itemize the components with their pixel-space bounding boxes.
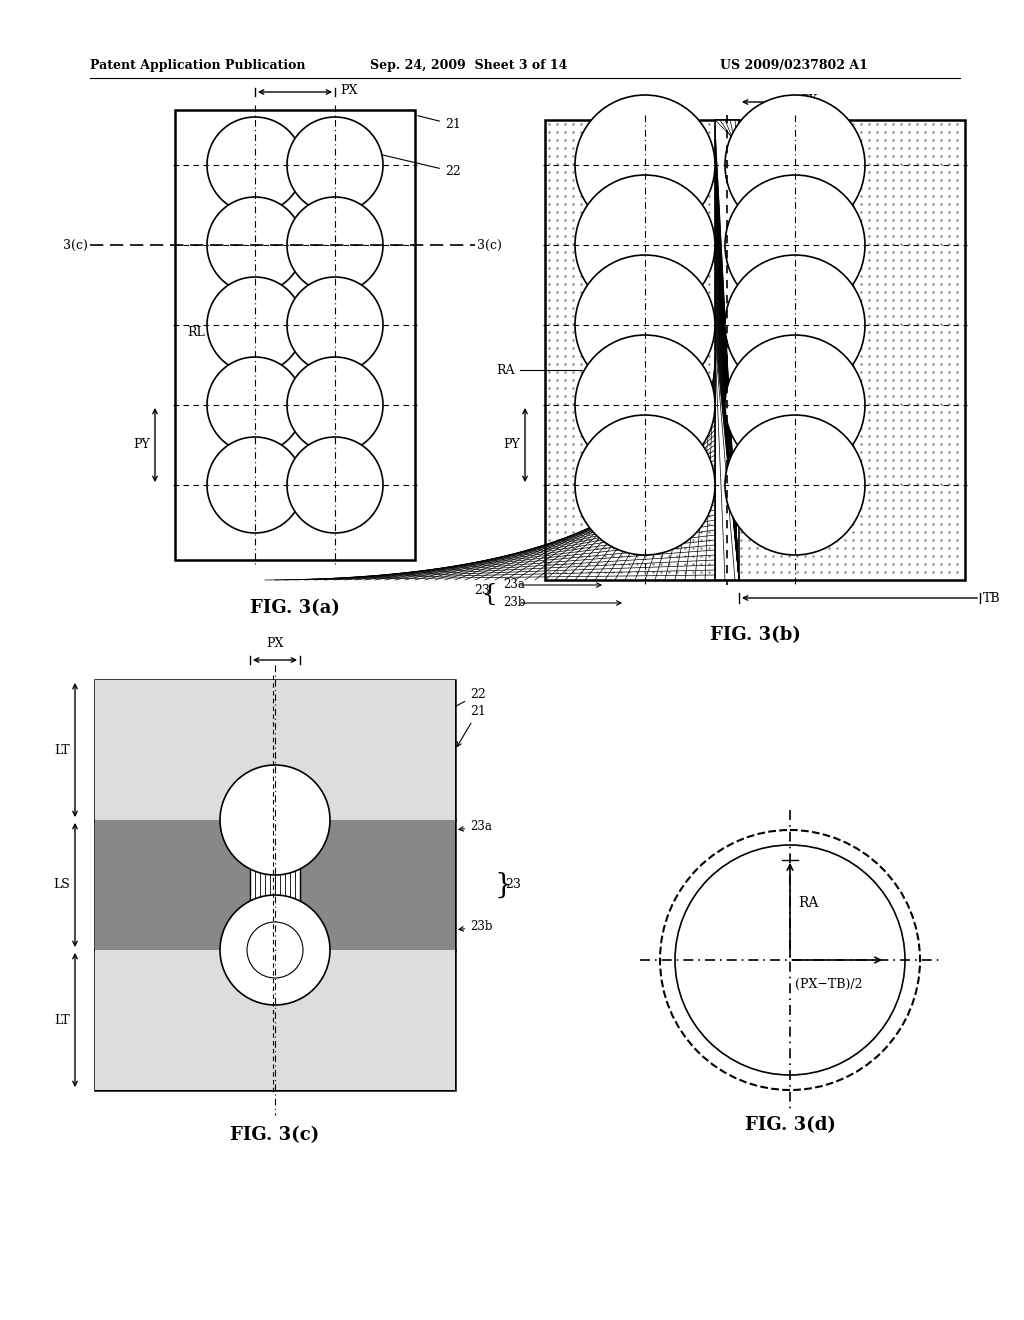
Text: US 2009/0237802 A1: US 2009/0237802 A1 bbox=[720, 58, 868, 71]
Text: Sep. 24, 2009  Sheet 3 of 14: Sep. 24, 2009 Sheet 3 of 14 bbox=[370, 58, 567, 71]
Text: FIG. 3(b): FIG. 3(b) bbox=[710, 626, 801, 644]
Text: 3(c): 3(c) bbox=[63, 239, 88, 252]
Text: 23: 23 bbox=[474, 583, 490, 597]
Circle shape bbox=[575, 176, 715, 315]
Bar bbox=[275, 680, 455, 820]
Circle shape bbox=[207, 117, 303, 213]
Text: {: { bbox=[482, 582, 498, 606]
Circle shape bbox=[207, 437, 303, 533]
Circle shape bbox=[575, 335, 715, 475]
Text: RL: RL bbox=[187, 326, 205, 339]
Text: RA: RA bbox=[497, 363, 515, 376]
Circle shape bbox=[725, 95, 865, 235]
Text: PY: PY bbox=[133, 438, 150, 451]
Text: LT: LT bbox=[54, 743, 70, 756]
Text: 23: 23 bbox=[505, 879, 521, 891]
Text: 22: 22 bbox=[368, 150, 461, 178]
Text: 23b: 23b bbox=[503, 597, 525, 610]
Text: LS: LS bbox=[53, 879, 70, 891]
Text: FIG. 3(a): FIG. 3(a) bbox=[250, 599, 340, 616]
Bar bbox=[95, 950, 455, 1090]
Text: 21: 21 bbox=[418, 116, 461, 131]
Text: 23a: 23a bbox=[503, 578, 525, 591]
Circle shape bbox=[725, 414, 865, 554]
Text: PY: PY bbox=[503, 438, 520, 451]
Text: TB: TB bbox=[983, 591, 1000, 605]
Text: LT: LT bbox=[54, 1014, 70, 1027]
Bar bbox=[545, 120, 965, 579]
Text: PN: PN bbox=[799, 407, 835, 428]
Circle shape bbox=[207, 197, 303, 293]
Circle shape bbox=[220, 895, 330, 1005]
Text: 23b: 23b bbox=[459, 920, 493, 933]
Text: PN: PN bbox=[334, 251, 367, 268]
Bar bbox=[95, 680, 455, 820]
Circle shape bbox=[247, 921, 303, 978]
Bar bbox=[95, 950, 275, 1090]
Circle shape bbox=[207, 277, 303, 374]
Circle shape bbox=[287, 437, 383, 533]
Text: 3(c): 3(c) bbox=[477, 239, 502, 252]
Bar bbox=[95, 680, 275, 820]
Text: (PX−TB)/2: (PX−TB)/2 bbox=[795, 978, 862, 991]
Text: PX: PX bbox=[340, 83, 357, 96]
Text: PX: PX bbox=[266, 638, 284, 649]
Text: 23a: 23a bbox=[459, 820, 492, 833]
Text: 21: 21 bbox=[457, 705, 485, 747]
Text: PX: PX bbox=[800, 94, 817, 107]
Text: }: } bbox=[495, 871, 513, 899]
Circle shape bbox=[725, 335, 865, 475]
Circle shape bbox=[575, 95, 715, 235]
Text: Patent Application Publication: Patent Application Publication bbox=[90, 58, 305, 71]
Text: RA: RA bbox=[798, 896, 818, 909]
Circle shape bbox=[725, 176, 865, 315]
Bar bbox=[300, 820, 455, 950]
Bar bbox=[95, 820, 455, 950]
Text: FIG. 3(c): FIG. 3(c) bbox=[230, 1126, 319, 1144]
Text: FIG. 3(d): FIG. 3(d) bbox=[744, 1115, 836, 1134]
Bar bbox=[250, 820, 300, 950]
Circle shape bbox=[287, 197, 383, 293]
Bar bbox=[275, 950, 455, 1090]
Circle shape bbox=[287, 356, 383, 453]
Circle shape bbox=[575, 255, 715, 395]
Circle shape bbox=[575, 414, 715, 554]
Text: 22: 22 bbox=[317, 688, 485, 780]
Circle shape bbox=[287, 277, 383, 374]
Circle shape bbox=[207, 356, 303, 453]
Bar bbox=[175, 110, 415, 560]
Bar bbox=[715, 120, 739, 579]
Bar bbox=[95, 820, 250, 950]
Circle shape bbox=[287, 117, 383, 213]
Circle shape bbox=[220, 766, 330, 875]
Circle shape bbox=[725, 255, 865, 395]
